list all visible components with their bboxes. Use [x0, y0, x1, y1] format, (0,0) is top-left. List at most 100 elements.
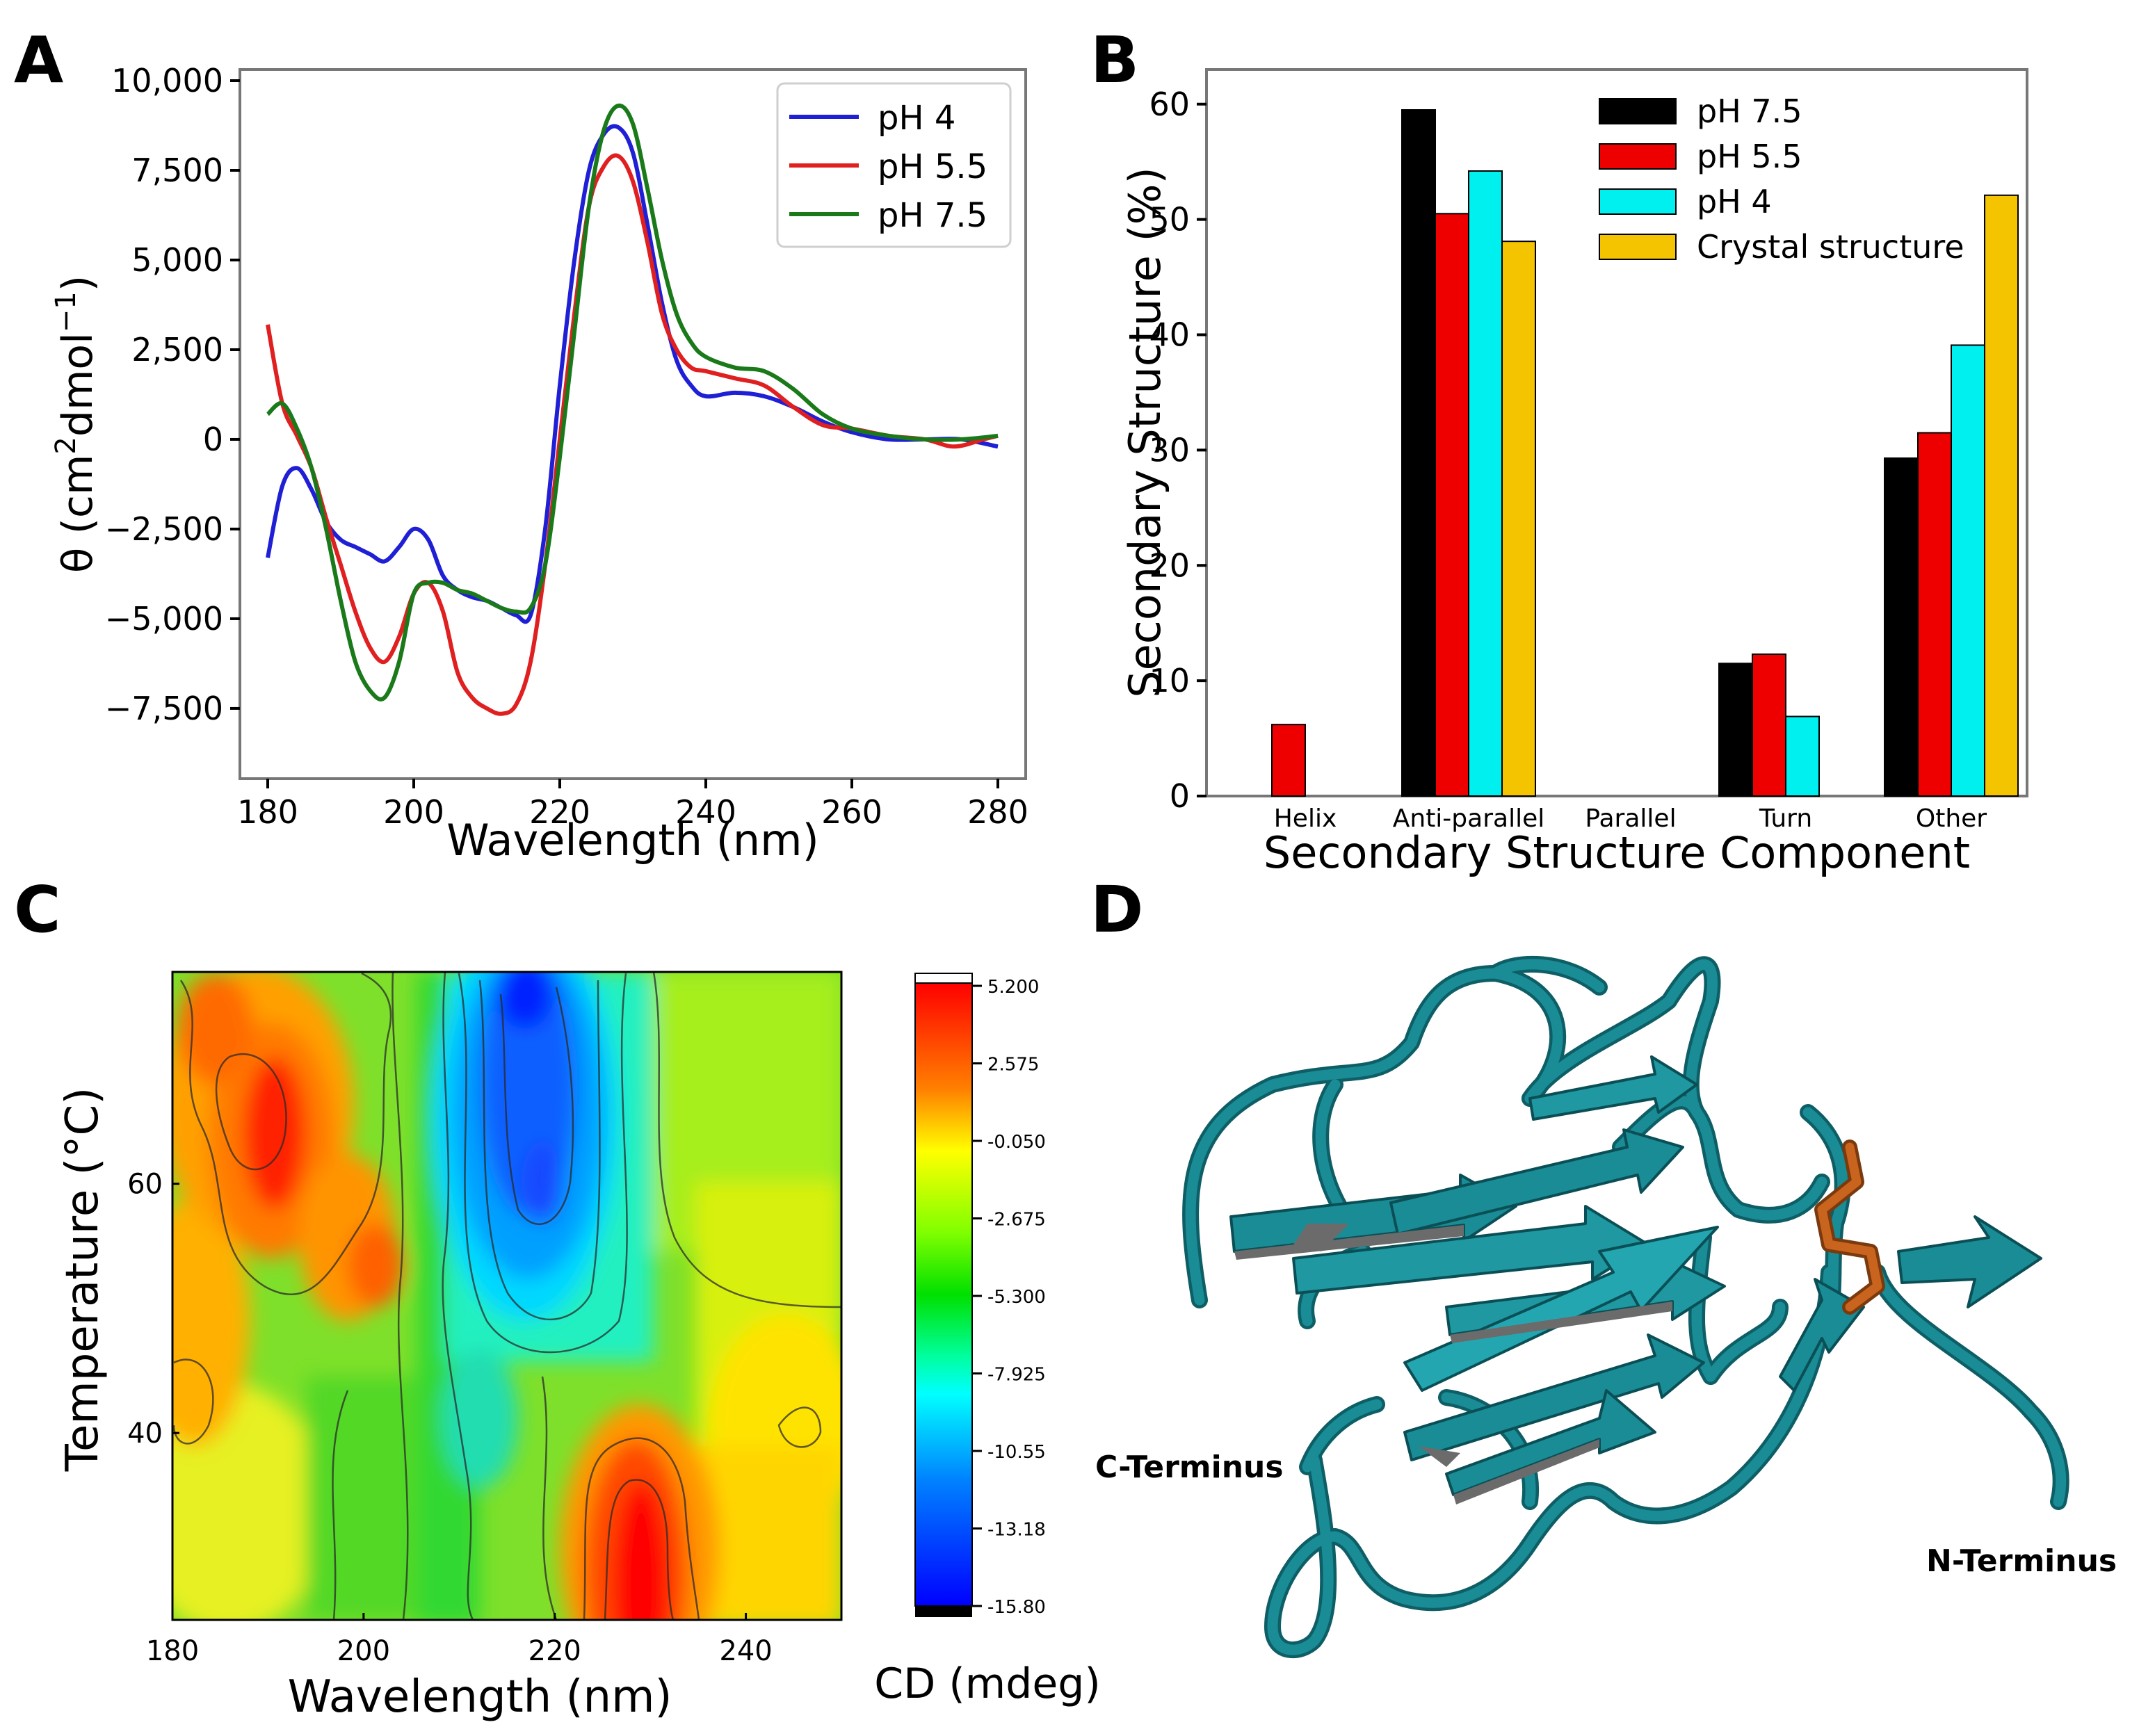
beta-strand-10 [1528, 1055, 1698, 1121]
panel-label-c: C [14, 873, 61, 947]
colorbar-tick-label: -13.18 [987, 1520, 1046, 1541]
colorbar-gradient [914, 982, 973, 1607]
legend-label-ph75: pH 7.5 [1697, 92, 1802, 130]
bar-antiparallel-crystalstructure [1501, 241, 1536, 797]
bar-turn-ph55 [1752, 653, 1786, 797]
panel-a-ylabel: θ (cm2dmol−1) [50, 275, 102, 573]
colorbar-tick-label: -2.675 [987, 1210, 1046, 1231]
disulfide-bond [1814, 1139, 1885, 1315]
n-terminus-label: N-Terminus [1926, 1543, 2117, 1579]
series-line-ph4 [266, 124, 999, 624]
panel-a-ticks: 180 200 220 240 260 280 10,000 7,500 5,000 2,500 0… [105, 62, 1028, 831]
panel-b-legend: pH 7.5 pH 5.5 pH 4 Crystal structure [1599, 92, 1964, 266]
panel-b-ytick-label: 0 [1170, 777, 1190, 815]
panel-c-colorbar: 5.200 2.575 -0.050 -2.675 -5.300 -7.925 -10.55… [874, 973, 1101, 1708]
legend-label-ph55: pH 5.5 [1697, 138, 1802, 175]
beta-strand-8 [1897, 1215, 2042, 1308]
bar-helix-ph55 [1271, 724, 1306, 797]
panel-c-plot-frame [171, 971, 843, 1621]
legend-swatch-ph55 [1599, 143, 1677, 170]
colorbar-tick-label: -7.925 [987, 1365, 1046, 1386]
colorbar-tick-label: 5.200 [987, 977, 1039, 998]
panel-a-legend: pH 4 pH 5.5 pH 7.5 [776, 82, 1012, 248]
bar-turn-ph75 [1718, 663, 1753, 797]
panel-c-xtick-label: 180 [146, 1635, 199, 1667]
panel-b-ytick-label: 50 [1149, 201, 1190, 238]
panel-a-xtick-label: 200 [383, 793, 444, 831]
panel-c-ylabel: Temperature (°C) [57, 1087, 108, 1472]
colorbar-bottom-cap [915, 1606, 972, 1617]
panel-b-ytick-label: 20 [1149, 546, 1190, 584]
panel-label-a: A [14, 23, 63, 97]
beta-strand-9 [1779, 1278, 1865, 1392]
panel-a-ytick-label: −5,000 [105, 600, 223, 638]
colorbar-tick-label: -5.300 [987, 1287, 1046, 1308]
bar-other-ph55 [1917, 432, 1952, 797]
beta-strand-5 [1403, 1226, 1719, 1392]
panel-c-ytick-label: 60 [127, 1169, 163, 1201]
panel-b-xlabel: Secondary Structure Component [1264, 827, 1970, 878]
legend-swatch-ph4 [1599, 188, 1677, 215]
panel-b-ticks: 0 10 20 30 40 50 60 Helix Anti-parallel Parallel T… [1149, 86, 1987, 833]
colorbar-label: CD (mdeg) [874, 1660, 1101, 1708]
panel-a-ytick-label: 0 [203, 421, 223, 458]
panel-a-legend-box [776, 82, 1012, 248]
legend-label-ph55: pH 5.5 [878, 147, 987, 186]
bar-antiparallel-ph75 [1401, 109, 1436, 797]
panel-a-ytick-label: 7,500 [131, 152, 223, 189]
bar-other-ph4 [1951, 344, 1985, 797]
heatmap-contours [172, 972, 841, 1620]
beta-strand-6 [1403, 1333, 1705, 1461]
panel-a-ytick-label: 2,500 [131, 331, 223, 368]
panel-a-xlabel: Wavelength (nm) [446, 815, 819, 866]
bar-turn-ph4 [1785, 715, 1820, 797]
panel-c-xlabel: Wavelength (nm) [288, 1671, 672, 1723]
panel-b-category-label: Parallel [1585, 804, 1676, 833]
panel-a-ytick-label: −7,500 [105, 690, 223, 727]
panel-c-xtick-label: 200 [337, 1635, 390, 1667]
colorbar-tick-label: -0.050 [987, 1132, 1046, 1153]
bar-other-crystalstructure [1984, 194, 2019, 797]
panel-a-series [266, 103, 999, 716]
heatmap-field [172, 972, 841, 1620]
legend-label-ph75: pH 7.5 [878, 196, 987, 235]
panel-a-xtick-label: 280 [967, 793, 1028, 831]
c-terminus-label: C-Terminus [1095, 1450, 1284, 1485]
panel-a-ytick-label: 10,000 [111, 62, 223, 99]
legend-label-ph4: pH 4 [878, 99, 955, 138]
panel-a-xtick-label: 240 [675, 793, 736, 831]
panel-b-category-label: Turn [1759, 804, 1812, 833]
bar-other-ph75 [1884, 457, 1919, 797]
panel-b-bar-chart: 0 10 20 30 40 50 60 Helix Anti-parallel Parallel T… [1120, 68, 2028, 878]
panel-c-xtick-label: 220 [528, 1635, 581, 1667]
colorbar-tick-label: -10.55 [987, 1442, 1046, 1463]
panel-b-ytick-label: 40 [1149, 316, 1190, 354]
panel-b-category-label: Other [1916, 804, 1987, 833]
panel-b-ytick-label: 60 [1149, 86, 1190, 123]
legend-label-crystal: Crystal structure [1697, 228, 1964, 266]
panel-a-ytick-label: 5,000 [131, 241, 223, 279]
legend-swatch-crystal [1599, 234, 1677, 260]
panel-b-category-label: Anti-parallel [1393, 804, 1544, 833]
colorbar-tick-label: -15.80 [987, 1597, 1046, 1618]
legend-swatch-ph75 [1599, 98, 1677, 124]
panel-c-heatmap: 180 200 220 240 40 60 Wavelength (nm) Tempera… [57, 971, 1101, 1723]
panel-c-xtick-label: 240 [719, 1635, 772, 1667]
panel-a-xtick-label: 220 [529, 793, 590, 831]
panel-b-ylabel: Secondary Structure (%) [1120, 167, 1170, 697]
panel-a-line-chart: 180 200 220 240 260 280 10,000 7,500 5,000 2,500 0… [50, 62, 1028, 866]
panel-b-bars [1271, 109, 2019, 797]
panel-d-protein-structure: C-Terminus N-Terminus [1095, 955, 2117, 1658]
panel-b-ytick-label: 30 [1149, 431, 1190, 469]
panel-label-d: D [1090, 873, 1143, 947]
legend-label-ph4: pH 4 [1697, 183, 1772, 220]
panel-a-ytick-label: −2,500 [105, 510, 223, 548]
colorbar-tick-label: 2.575 [987, 1055, 1039, 1076]
colorbar-top-cap [914, 973, 973, 984]
strand-edges [1234, 1224, 1672, 1504]
panel-b-ytick-label: 10 [1149, 662, 1190, 699]
panel-c-ytick-label: 40 [127, 1418, 163, 1450]
panel-a-xtick-label: 180 [237, 793, 298, 831]
colorbar-ticks: 5.200 2.575 -0.050 -2.675 -5.300 -7.925 -10.55… [972, 977, 1046, 1618]
